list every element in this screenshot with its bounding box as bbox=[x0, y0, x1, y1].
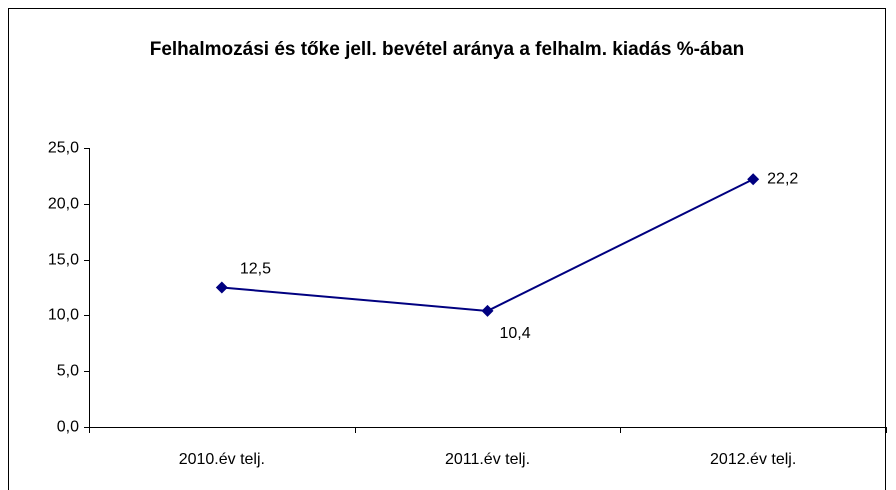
data-label: 12,5 bbox=[240, 261, 271, 278]
y-tick-label: 10,0 bbox=[48, 307, 79, 324]
data-point bbox=[747, 173, 760, 186]
y-tick-label: 5,0 bbox=[57, 363, 79, 380]
y-tick-label: 15,0 bbox=[48, 252, 79, 269]
series-line bbox=[221, 178, 754, 312]
x-tick-label: 2011.év telj. bbox=[445, 451, 530, 468]
x-tick-label: 2010.év telj. bbox=[179, 451, 265, 468]
x-tick-label: 2012.év telj. bbox=[710, 451, 796, 468]
data-label: 10,4 bbox=[500, 325, 531, 342]
y-tick-label: 25,0 bbox=[48, 140, 79, 157]
y-tick-label: 20,0 bbox=[48, 196, 79, 213]
chart-frame bbox=[8, 8, 886, 490]
chart-title: Felhalmozási és tőke jell. bevétel arány… bbox=[149, 39, 745, 60]
data-point bbox=[215, 281, 228, 294]
data-label: 22,2 bbox=[767, 170, 798, 187]
y-tick-label: 0,0 bbox=[57, 419, 79, 436]
data-point bbox=[481, 304, 494, 317]
